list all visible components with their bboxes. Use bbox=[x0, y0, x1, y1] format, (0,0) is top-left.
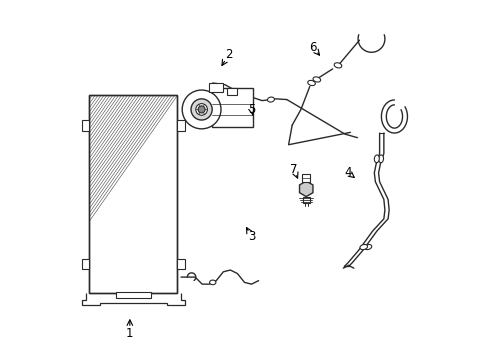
Bar bbox=[177, 120, 185, 131]
Bar bbox=[211, 88, 252, 127]
Text: 1: 1 bbox=[126, 327, 133, 340]
Ellipse shape bbox=[312, 77, 320, 82]
Bar bbox=[302, 197, 309, 203]
Bar bbox=[81, 120, 89, 131]
Ellipse shape bbox=[364, 244, 371, 249]
Text: 2: 2 bbox=[224, 48, 232, 61]
Circle shape bbox=[182, 90, 221, 129]
Bar bbox=[177, 258, 185, 269]
Ellipse shape bbox=[333, 63, 341, 68]
Ellipse shape bbox=[307, 80, 315, 86]
Bar bbox=[89, 95, 177, 293]
Ellipse shape bbox=[378, 155, 383, 163]
Bar bbox=[116, 292, 151, 298]
Bar bbox=[209, 83, 223, 92]
Circle shape bbox=[195, 104, 207, 115]
Bar bbox=[81, 258, 89, 269]
Ellipse shape bbox=[359, 244, 367, 249]
Bar bbox=[226, 88, 237, 95]
Ellipse shape bbox=[267, 97, 274, 102]
Text: 4: 4 bbox=[344, 166, 352, 179]
Text: 3: 3 bbox=[247, 230, 255, 243]
Text: 6: 6 bbox=[309, 41, 316, 54]
Bar bbox=[89, 95, 177, 293]
Bar bbox=[302, 174, 310, 182]
Polygon shape bbox=[299, 181, 312, 197]
Ellipse shape bbox=[373, 155, 379, 163]
Text: 5: 5 bbox=[247, 103, 255, 116]
Circle shape bbox=[191, 99, 212, 120]
Ellipse shape bbox=[241, 91, 247, 96]
Circle shape bbox=[198, 106, 204, 113]
Text: 7: 7 bbox=[289, 163, 297, 176]
Ellipse shape bbox=[209, 280, 216, 285]
